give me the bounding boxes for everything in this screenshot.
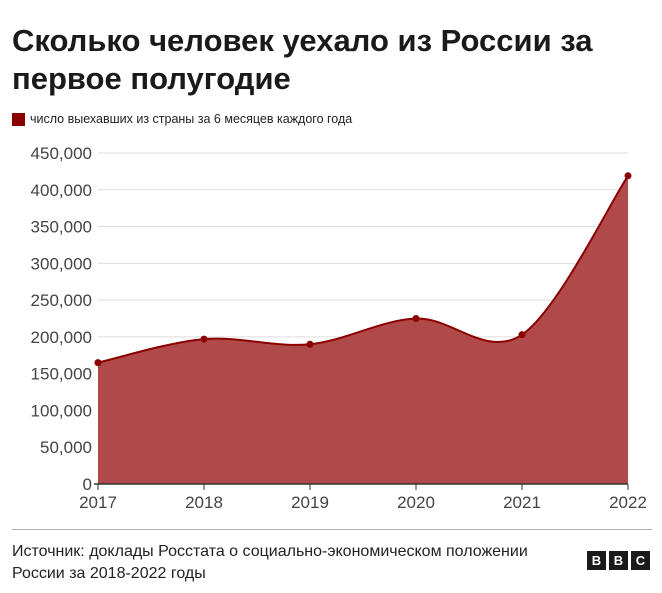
chart-title: Сколько человек уехало из России за перв… bbox=[12, 23, 593, 96]
bbc-logo-letter: B bbox=[609, 551, 628, 570]
y-tick-label: 350,000 bbox=[31, 218, 92, 237]
data-point bbox=[306, 340, 314, 348]
x-tick-label: 2019 bbox=[291, 493, 329, 512]
data-point bbox=[200, 335, 208, 343]
x-axis bbox=[94, 483, 629, 490]
bbc-logo-letter: B bbox=[587, 551, 606, 570]
y-tick-label: 150,000 bbox=[31, 365, 92, 384]
y-axis-tick-labels: 0 50,000 100,000 150,000 200,000 250,000 300,0… bbox=[31, 144, 92, 494]
x-tick-label: 2020 bbox=[397, 493, 435, 512]
x-axis-tick-labels: 2017 2018 2019 2020 2021 2022 bbox=[79, 493, 647, 512]
series-area bbox=[97, 175, 629, 484]
legend-label: число выехавших из страны за 6 месяцев к… bbox=[30, 112, 353, 126]
source-note: Источник: доклады Росстата о социально-э… bbox=[12, 543, 528, 582]
data-point bbox=[624, 172, 632, 180]
x-tick-label: 2018 bbox=[185, 493, 223, 512]
x-tick-label: 2017 bbox=[79, 493, 117, 512]
footer-divider bbox=[12, 529, 652, 530]
bbc-logo: B B C bbox=[587, 551, 650, 570]
area-chart: 0 50,000 100,000 150,000 200,000 250,000 300,0… bbox=[31, 144, 647, 512]
y-tick-label: 0 bbox=[83, 475, 92, 494]
x-tick-label: 2021 bbox=[503, 493, 541, 512]
data-points bbox=[94, 172, 632, 367]
y-tick-label: 250,000 bbox=[31, 291, 92, 310]
data-point bbox=[518, 331, 526, 339]
area-fill bbox=[98, 175, 628, 484]
data-point bbox=[412, 315, 420, 322]
y-tick-label: 300,000 bbox=[31, 254, 92, 273]
y-tick-label: 450,000 bbox=[31, 144, 92, 163]
y-tick-label: 50,000 bbox=[40, 438, 92, 457]
data-point bbox=[94, 359, 102, 367]
y-tick-label: 100,000 bbox=[31, 401, 92, 420]
y-tick-label: 400,000 bbox=[31, 181, 92, 200]
bbc-logo-letter: C bbox=[631, 551, 650, 570]
series-line bbox=[97, 175, 629, 364]
y-tick-label: 200,000 bbox=[31, 328, 92, 347]
legend-swatch bbox=[12, 112, 25, 126]
legend: число выехавших из страны за 6 месяцев к… bbox=[12, 111, 352, 127]
x-tick-label: 2022 bbox=[609, 493, 647, 512]
